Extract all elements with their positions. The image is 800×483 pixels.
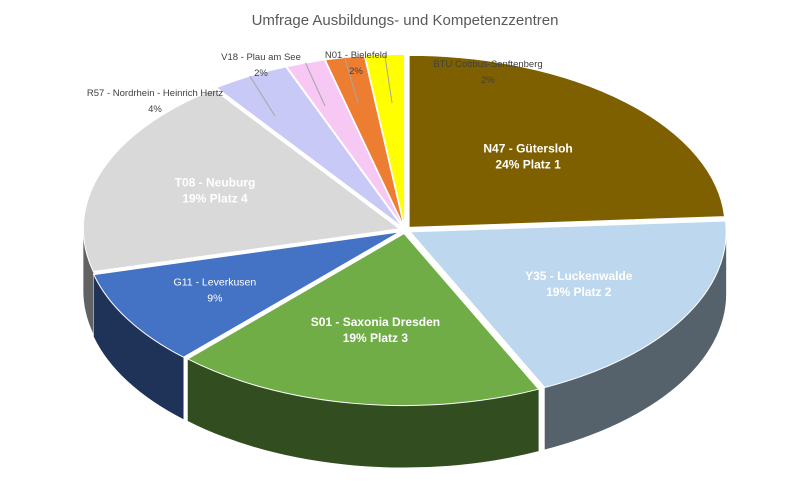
slice-label: N01 - Bielefeld <box>325 50 387 61</box>
pie-slice-side <box>544 231 727 450</box>
pie-slice <box>82 89 401 273</box>
slice-value-label: 24% Platz 1 <box>495 157 561 171</box>
slice-value-label: 4% <box>148 104 162 115</box>
leader-line <box>344 57 359 104</box>
slice-label: BTU Cottbus-Senftenberg <box>433 59 542 70</box>
slice-value-label: 19% Platz 3 <box>343 331 409 345</box>
slice-label: R57 - Nordrhein - Heinrich Hertz <box>87 88 223 99</box>
leader-line <box>305 62 326 107</box>
pie-slice <box>364 53 406 227</box>
pie-slice-side <box>93 274 184 420</box>
pie-slice <box>93 231 401 358</box>
chart-title: Umfrage Ausbildungs- und Kompetenzzentre… <box>252 12 559 29</box>
slice-value-label: 2% <box>254 68 268 79</box>
pie-slice <box>408 54 726 228</box>
slice-label: T08 - Neuburg <box>175 176 256 190</box>
pie-slice <box>409 220 727 389</box>
slice-value-label: 2% <box>349 66 363 77</box>
slice-label: S01 - Saxonia Dresden <box>311 315 440 329</box>
leader-lines <box>249 54 393 117</box>
slice-label: V18 - Plau am See <box>221 52 301 63</box>
pie-sides <box>83 228 727 468</box>
pie-slice <box>215 66 403 228</box>
pie-slice <box>186 232 540 407</box>
slice-label: N47 - Gütersloh <box>483 141 572 155</box>
slice-value-label: 2% <box>481 75 495 86</box>
pie-slice-side <box>187 358 539 468</box>
slice-value-label: 19% Platz 2 <box>546 285 612 299</box>
leader-line <box>249 75 276 117</box>
slice-labels: N47 - Gütersloh 24% Platz 1 Y35 - Luckenwa… <box>87 50 633 345</box>
slice-value-label: 19% Platz 4 <box>182 192 248 206</box>
slice-label: G11 - Leverkusen <box>174 276 257 288</box>
slice-label: Y35 - Luckenwalde <box>525 269 633 283</box>
pie-tops <box>82 53 727 407</box>
pie-slice-side <box>83 228 94 334</box>
pie-slice <box>324 55 405 227</box>
leader-line <box>384 54 393 104</box>
slice-value-label: 9% <box>207 292 222 304</box>
